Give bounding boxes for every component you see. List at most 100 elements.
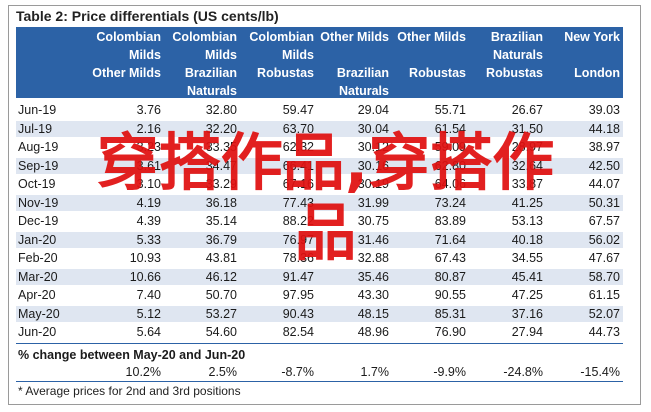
row-value: 36.79	[205, 232, 237, 247]
row-value: 35.46	[357, 269, 389, 284]
row-value: 67.43	[434, 251, 466, 265]
row-value: 85.31	[434, 306, 466, 321]
row-value: 37.16	[511, 306, 543, 321]
row-value: 36.18	[205, 195, 237, 210]
row-value: 61.15	[588, 288, 620, 302]
column-header-line: Colombian	[96, 30, 161, 44]
row-value: 66.41	[282, 158, 314, 173]
column-header-line: London	[574, 66, 620, 80]
column-header-line: Robustas	[257, 66, 314, 80]
row-value: 32.20	[205, 121, 237, 136]
row-value: 80.87	[434, 269, 466, 284]
row-value: 3.61	[136, 158, 161, 173]
row-value: 40.18	[511, 232, 543, 247]
row-value: 30.75	[357, 214, 389, 228]
row-value: 30.19	[357, 177, 389, 191]
column-header-7: New York London	[540, 27, 620, 98]
table-row: Nov-19 4.19 36.18 77.43 31.99 73.24 41.25 50.31	[16, 194, 623, 211]
column-header-line: Brazilian	[184, 66, 237, 80]
row-value: 3.23	[136, 140, 161, 154]
row-value: 2.16	[136, 121, 161, 136]
column-header-6: Brazilian Naturals Robustas	[463, 27, 543, 98]
column-header-2: Colombian Milds Brazilian Naturals	[157, 27, 237, 98]
row-value: 55.71	[434, 103, 466, 117]
row-value: 45.41	[511, 269, 543, 284]
row-value: 46.12	[205, 269, 237, 284]
row-value: 48.15	[357, 306, 389, 321]
row-value: 33.35	[205, 140, 237, 154]
column-header-line: Robustas	[409, 66, 466, 80]
column-header-line: Other Milds	[92, 66, 161, 80]
row-value: 53.27	[205, 306, 237, 321]
column-header-line: Brazilian	[490, 30, 543, 44]
column-header-line: Milds	[205, 48, 237, 62]
column-header-1: Colombian Milds Other Milds	[81, 27, 161, 98]
watermark-line-1: 穿搭作品,穿搭作	[96, 126, 555, 199]
column-header-5: Other Milds Robustas	[386, 27, 466, 98]
table-row: Jan-20 5.33 36.79 76.97 31.46 71.64 40.18 56.02	[16, 231, 623, 248]
row-value: 10.66	[129, 269, 161, 284]
row-value: 10.93	[129, 251, 161, 265]
row-value: 82.54	[282, 325, 314, 339]
row-value: 32.88	[357, 251, 389, 265]
row-value: 59.47	[282, 103, 314, 117]
column-header-line: New York	[564, 30, 620, 44]
row-month: May-20	[18, 306, 60, 321]
row-month: Mar-20	[18, 269, 58, 284]
row-value: 76.97	[282, 232, 314, 247]
column-header-3: Colombian Milds Robustas	[234, 27, 314, 98]
row-value: 39.03	[588, 103, 620, 117]
pct-change-value: 10.2%	[125, 365, 161, 379]
table-row: Apr-20 7.40 50.70 97.95 43.30 90.55 47.25 61.15	[16, 287, 623, 303]
column-header-line: Naturals	[492, 48, 543, 62]
pct-change-values: 10.2% 2.5% -8.7% 1.7% -9.9% -24.8% -15.4%	[16, 364, 623, 380]
row-month: Sep-19	[18, 158, 59, 173]
row-value: 30.16	[357, 158, 389, 173]
row-value: 3.76	[136, 103, 161, 117]
row-value: 88.22	[282, 214, 314, 228]
row-month: Dec-19	[18, 214, 59, 228]
table-row: Jun-19 3.76 32.80 59.47 29.04 55.71 26.67 39.03	[16, 102, 623, 118]
row-value: 31.99	[357, 195, 389, 210]
row-value: 44.18	[588, 121, 620, 136]
column-header-line: Colombian	[249, 30, 314, 44]
table-row: Jun-20 5.64 54.60 82.54 48.96 76.90 27.94 44.73	[16, 324, 623, 340]
row-value: 4.19	[136, 195, 161, 210]
table-row: Feb-20 10.93 43.81 78.36 32.88 67.43 34.55 47.6…	[16, 250, 623, 266]
row-value: 54.60	[205, 325, 237, 339]
row-value: 33.29	[205, 177, 237, 191]
row-value: 33.87	[511, 177, 543, 191]
row-value: 32.64	[511, 158, 543, 173]
row-value: 64.06	[434, 177, 466, 191]
pct-change-value: 2.5%	[208, 365, 238, 379]
column-header-line: Naturals	[338, 84, 389, 98]
table-row: Mar-20 10.66 46.12 91.47 35.46 80.87 45.41 58.7…	[16, 268, 623, 285]
row-value: 61.54	[434, 121, 466, 136]
row-value: 47.25	[511, 288, 543, 302]
row-value: 7.40	[136, 288, 161, 302]
row-value: 50.31	[588, 195, 620, 210]
row-value: 42.50	[588, 158, 620, 173]
row-value: 67.57	[588, 214, 620, 228]
row-value: 59.09	[434, 140, 466, 154]
pct-separator	[16, 343, 623, 344]
column-header-line: Other Milds	[320, 30, 389, 44]
table-row: Aug-19 3.23 33.35 62.32 30.12 59.09 28.97 38.97	[16, 139, 623, 155]
row-value: 48.96	[357, 325, 389, 339]
row-value: 56.02	[588, 232, 620, 247]
row-value: 5.33	[136, 232, 161, 247]
row-value: 31.50	[511, 121, 543, 136]
row-month: Oct-19	[18, 177, 56, 191]
row-value: 26.67	[511, 103, 543, 117]
row-value: 67.16	[282, 177, 314, 191]
column-header-line: Other Milds	[397, 30, 466, 44]
row-value: 5.12	[136, 306, 161, 321]
pct-change-value: 1.7%	[360, 365, 390, 379]
row-value: 71.64	[434, 232, 466, 247]
row-value: 58.70	[588, 269, 620, 284]
column-header-line: Colombian	[172, 30, 237, 44]
table-row: May-20 5.12 53.27 90.43 48.15 85.31 37.16 52.07	[16, 305, 623, 322]
row-value: 47.67	[588, 251, 620, 265]
column-header-line: Brazilian	[336, 66, 389, 80]
row-value: 3.10	[136, 177, 161, 191]
